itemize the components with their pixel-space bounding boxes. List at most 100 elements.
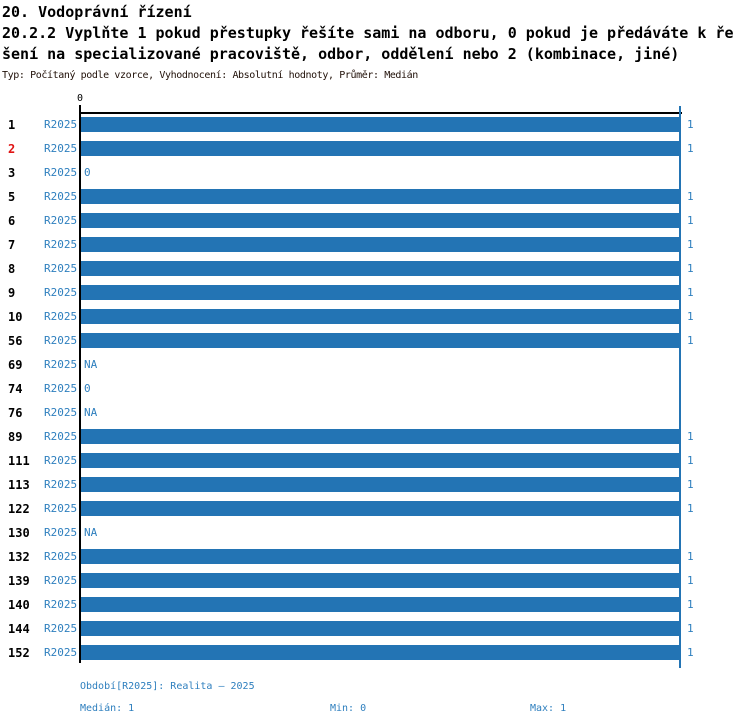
row-id-label: 152	[8, 646, 30, 660]
series-label: R2025	[44, 526, 78, 539]
series-label: R2025	[44, 310, 78, 323]
chart-row: 7 R2025 1	[0, 233, 750, 257]
footer-max-label: Max: 1	[530, 703, 567, 714]
max-value-gridline	[679, 106, 681, 668]
bar-value-label: 1	[687, 310, 694, 323]
series-label: R2025	[44, 286, 78, 299]
row-id-label: 111	[8, 454, 30, 468]
chart-title: 20. Vodoprávní řízení	[2, 3, 192, 21]
series-label: R2025	[44, 622, 78, 635]
chart-row: 9 R2025 1	[0, 281, 750, 305]
value-bar	[81, 189, 679, 204]
row-id-label: 122	[8, 502, 30, 516]
value-bar	[81, 261, 679, 276]
series-label: R2025	[44, 214, 78, 227]
chart-row: 1 R2025 1	[0, 113, 750, 137]
value-bar	[81, 549, 679, 564]
series-label: R2025	[44, 190, 78, 203]
row-id-label: 5	[8, 190, 16, 204]
row-id-label: 7	[8, 238, 16, 252]
bar-value-label: 1	[687, 238, 694, 251]
value-bar	[81, 429, 679, 444]
row-id-label: 89	[8, 430, 23, 444]
chart-row: 8 R2025 1	[0, 257, 750, 281]
value-bar	[81, 573, 679, 588]
series-label: R2025	[44, 238, 78, 251]
series-label: R2025	[44, 646, 78, 659]
bar-value-label: 1	[687, 622, 694, 635]
row-value-text: 0	[84, 382, 91, 395]
series-label: R2025	[44, 142, 78, 155]
x-axis-zero-tick-mark	[79, 105, 81, 113]
x-axis-line	[79, 112, 682, 114]
row-id-label: 132	[8, 550, 30, 564]
chart-row: 5 R2025 1	[0, 185, 750, 209]
row-value-text: NA	[84, 406, 98, 419]
row-id-label: 144	[8, 622, 30, 636]
chart-row: 2 R2025 1	[0, 137, 750, 161]
chart-row: 152 R2025 1	[0, 641, 750, 665]
chart-meta-info: Typ: Počítaný podle vzorce, Vyhodnocení:…	[2, 70, 418, 81]
value-bar	[81, 117, 679, 132]
chart-row: 139 R2025 1	[0, 569, 750, 593]
value-bar	[81, 285, 679, 300]
value-bar	[81, 645, 679, 660]
bar-value-label: 1	[687, 262, 694, 275]
chart-row: 74 R2025 0	[0, 377, 750, 401]
value-bar	[81, 213, 679, 228]
series-label: R2025	[44, 382, 78, 395]
chart-row: 144 R2025 1	[0, 617, 750, 641]
bar-value-label: 1	[687, 478, 694, 491]
row-id-label: 69	[8, 358, 23, 372]
value-bar	[81, 621, 679, 636]
chart-row: 69 R2025 NA	[0, 353, 750, 377]
value-bar	[81, 453, 679, 468]
series-label: R2025	[44, 118, 78, 131]
bar-value-label: 1	[687, 430, 694, 443]
series-label: R2025	[44, 502, 78, 515]
series-label: R2025	[44, 598, 78, 611]
row-value-text: NA	[84, 526, 98, 539]
row-id-label: 76	[8, 406, 23, 420]
row-id-label: 139	[8, 574, 30, 588]
chart-row: 56 R2025 1	[0, 329, 750, 353]
row-id-label: 6	[8, 214, 16, 228]
value-bar	[81, 309, 679, 324]
value-bar	[81, 333, 679, 348]
bar-value-label: 1	[687, 550, 694, 563]
bar-value-label: 1	[687, 190, 694, 203]
row-id-label: 130	[8, 526, 30, 540]
series-label: R2025	[44, 262, 78, 275]
value-bar	[81, 597, 679, 612]
x-axis-zero-tick-label: 0	[76, 93, 84, 104]
bar-value-label: 1	[687, 334, 694, 347]
series-label: R2025	[44, 478, 78, 491]
chart-row: 76 R2025 NA	[0, 401, 750, 425]
chart-subtitle: 20.2.2 Vyplňte 1 pokud přestupky řešíte …	[2, 24, 734, 63]
bar-value-label: 1	[687, 574, 694, 587]
bar-value-label: 1	[687, 598, 694, 611]
chart-row: 89 R2025 1	[0, 425, 750, 449]
series-label: R2025	[44, 358, 78, 371]
row-value-text: 0	[84, 166, 91, 179]
chart-row: 140 R2025 1	[0, 593, 750, 617]
chart-header: 20. Vodoprávní řízení 20.2.2 Vyplňte 1 p…	[2, 2, 738, 82]
series-label: R2025	[44, 550, 78, 563]
row-id-label: 10	[8, 310, 23, 324]
row-id-label: 56	[8, 334, 23, 348]
value-bar	[81, 501, 679, 516]
bar-value-label: 1	[687, 646, 694, 659]
chart-row: 6 R2025 1	[0, 209, 750, 233]
value-bar	[81, 237, 679, 252]
chart-row: 113 R2025 1	[0, 473, 750, 497]
chart-row: 3 R2025 0	[0, 161, 750, 185]
row-value-text: NA	[84, 358, 98, 371]
row-id-label: 3	[8, 166, 16, 180]
row-id-label: 74	[8, 382, 23, 396]
series-label: R2025	[44, 454, 78, 467]
footer-period-label: Období[R2025]: Realita – 2025	[80, 681, 255, 692]
y-axis-line	[79, 112, 81, 663]
chart-row: 111 R2025 1	[0, 449, 750, 473]
row-id-label: 140	[8, 598, 30, 612]
chart-row: 122 R2025 1	[0, 497, 750, 521]
